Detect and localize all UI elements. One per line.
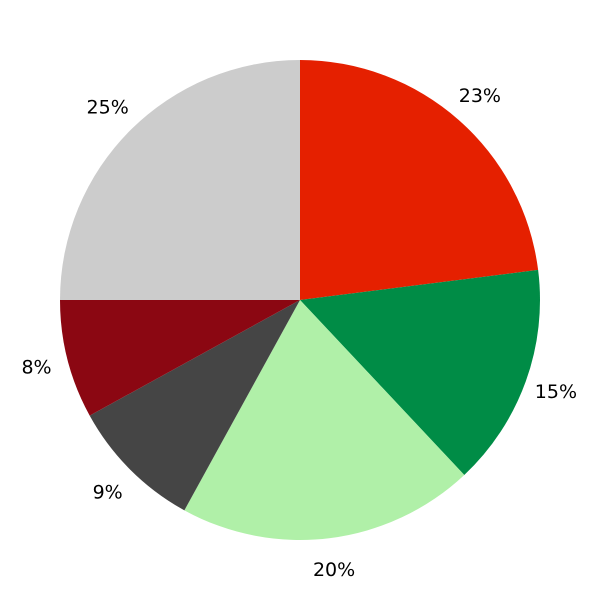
pie-slice — [300, 60, 539, 300]
slice-label: 15% — [535, 381, 577, 403]
slice-label: 20% — [313, 559, 355, 581]
slice-label: 8% — [21, 357, 51, 379]
slice-label: 23% — [459, 85, 501, 107]
pie-slice — [184, 300, 465, 540]
pie-slice — [89, 300, 300, 511]
pie-slice — [60, 300, 300, 416]
pie-slice — [60, 60, 300, 300]
pie-labels: 23% 15% 20% 9% 8% 25% — [21, 85, 577, 581]
slice-label: 25% — [87, 97, 129, 119]
pie-slice — [300, 269, 540, 475]
pie-slices — [60, 60, 540, 540]
slice-label: 9% — [93, 481, 123, 503]
